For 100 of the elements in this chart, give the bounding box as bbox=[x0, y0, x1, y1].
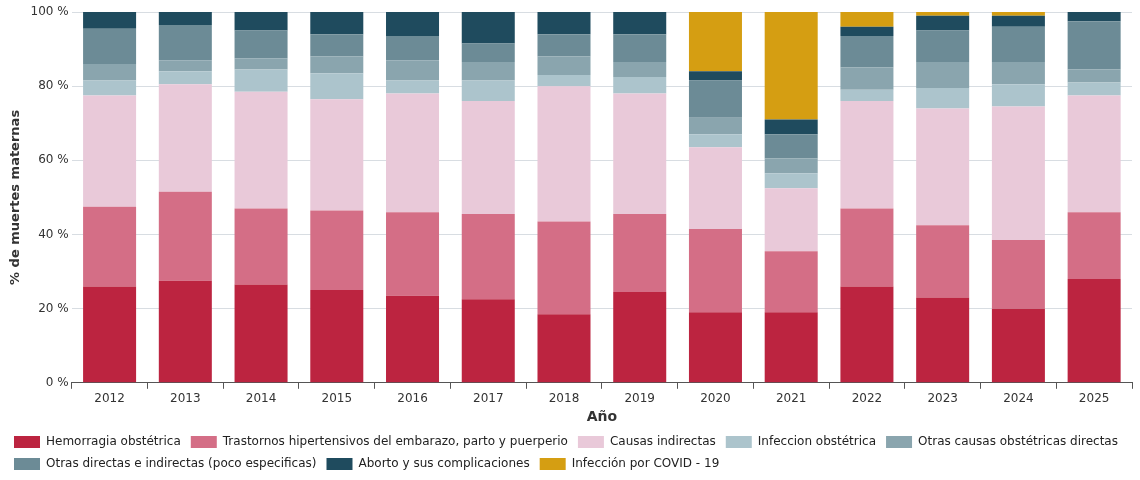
bar bbox=[310, 56, 364, 74]
bar bbox=[234, 284, 288, 383]
bar bbox=[764, 312, 818, 383]
bar bbox=[461, 100, 515, 215]
bar bbox=[613, 93, 667, 215]
legend-label: Aborto y sus complicaciones bbox=[358, 456, 530, 471]
y-tick-label: 0 % bbox=[45, 374, 69, 389]
bar bbox=[991, 62, 1045, 85]
bar bbox=[310, 210, 364, 291]
bar bbox=[386, 80, 440, 94]
bar bbox=[537, 56, 591, 76]
bar bbox=[840, 208, 894, 287]
bar bbox=[764, 119, 818, 135]
bar bbox=[840, 36, 894, 68]
bar bbox=[916, 297, 970, 383]
x-tick-label: 2013 bbox=[170, 391, 201, 406]
bar bbox=[234, 91, 288, 209]
bar bbox=[613, 291, 667, 383]
legend-label: Otras causas obstétricas directas bbox=[918, 434, 1118, 449]
bar bbox=[688, 147, 742, 229]
bar bbox=[461, 62, 515, 81]
x-tick-label: 2018 bbox=[548, 391, 580, 406]
x-tick-label: 2021 bbox=[775, 391, 807, 406]
bar bbox=[158, 84, 212, 192]
bar bbox=[1067, 82, 1121, 96]
x-tick-label: 2015 bbox=[321, 391, 353, 406]
legend-label: Trastornos hipertensivos del embarazo, parto y puerperio bbox=[221, 434, 568, 449]
bar bbox=[840, 26, 894, 37]
bar bbox=[537, 12, 591, 35]
bar bbox=[840, 89, 894, 101]
x-axis-title: Año bbox=[586, 408, 618, 425]
bar bbox=[537, 34, 591, 57]
bar bbox=[764, 173, 818, 189]
bar bbox=[613, 76, 667, 94]
y-tick-label: 100 % bbox=[30, 4, 69, 19]
y-tick-label: 20 % bbox=[38, 300, 69, 315]
bar bbox=[764, 188, 818, 252]
bar bbox=[461, 214, 515, 300]
bar bbox=[1067, 21, 1121, 70]
bar bbox=[840, 286, 894, 383]
bar bbox=[764, 12, 818, 120]
bar bbox=[991, 308, 1045, 383]
bar bbox=[916, 12, 970, 16]
x-tick-label: 2019 bbox=[624, 391, 655, 406]
bar bbox=[991, 240, 1045, 309]
bar bbox=[386, 93, 440, 213]
x-tick-label: 2025 bbox=[1078, 391, 1110, 406]
bar bbox=[764, 251, 818, 313]
bar bbox=[991, 12, 1045, 16]
x-tick-label: 2023 bbox=[927, 391, 958, 406]
bar bbox=[386, 212, 440, 296]
x-tick-label: 2022 bbox=[851, 391, 883, 406]
bar bbox=[310, 12, 364, 35]
bar bbox=[537, 75, 591, 87]
x-tick-label: 2012 bbox=[94, 391, 125, 406]
bar bbox=[234, 12, 288, 31]
x-tick-label: 2014 bbox=[245, 391, 277, 406]
bar bbox=[916, 225, 970, 298]
bar bbox=[461, 12, 515, 44]
bar bbox=[991, 84, 1045, 107]
y-tick-label: 60 % bbox=[38, 152, 69, 167]
bar bbox=[310, 99, 364, 211]
bar bbox=[1067, 12, 1121, 22]
bar bbox=[688, 117, 742, 135]
bar bbox=[840, 12, 894, 27]
bar bbox=[158, 24, 212, 61]
bar bbox=[310, 73, 364, 100]
legend-label: Causas indirectas bbox=[609, 434, 716, 449]
bar bbox=[461, 43, 515, 63]
bar bbox=[83, 80, 137, 96]
bar bbox=[234, 69, 288, 92]
bar bbox=[1067, 278, 1121, 383]
y-axis-title: % de muertes maternas bbox=[7, 109, 23, 285]
x-tick-label: 2024 bbox=[1003, 391, 1034, 406]
bar bbox=[688, 134, 742, 148]
bar bbox=[83, 28, 137, 64]
bar bbox=[234, 30, 288, 59]
bar bbox=[916, 88, 970, 109]
y-tick-label: 80 % bbox=[38, 78, 69, 93]
bar bbox=[991, 106, 1045, 241]
bar bbox=[234, 58, 288, 70]
bar bbox=[916, 15, 970, 31]
bar bbox=[613, 34, 667, 63]
bar bbox=[158, 71, 212, 85]
legend-label: Infeccion obstétrica bbox=[757, 434, 877, 449]
x-tick-label: 2016 bbox=[397, 391, 428, 406]
bar bbox=[461, 80, 515, 101]
bar bbox=[688, 80, 742, 118]
bar bbox=[386, 60, 440, 81]
bar bbox=[158, 12, 212, 25]
y-tick-label: 40 % bbox=[38, 226, 69, 241]
bar bbox=[83, 63, 137, 81]
x-tick-label: 2020 bbox=[700, 391, 731, 406]
bar bbox=[310, 34, 364, 57]
bar bbox=[537, 314, 591, 383]
bar bbox=[386, 36, 440, 61]
bar bbox=[158, 191, 212, 281]
bar bbox=[461, 299, 515, 383]
bar bbox=[688, 228, 742, 313]
legend-label: Hemorragia obstétrica bbox=[46, 434, 181, 449]
